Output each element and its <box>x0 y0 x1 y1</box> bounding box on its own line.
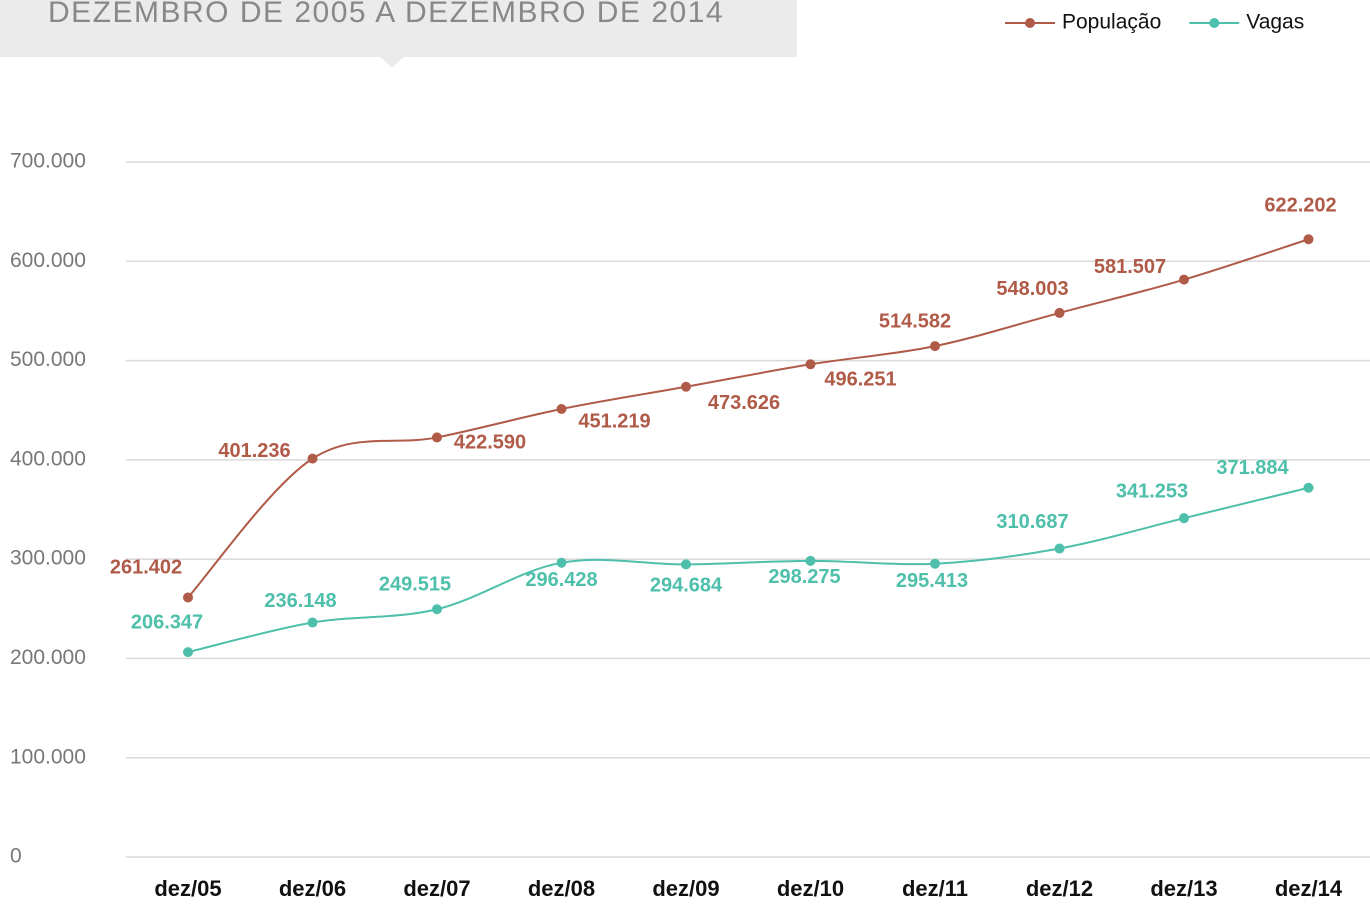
data-label: 294.684 <box>650 575 723 597</box>
data-label: 206.347 <box>131 611 203 633</box>
point <box>556 404 567 415</box>
point <box>1054 543 1065 554</box>
data-label: 249.515 <box>379 574 451 596</box>
series-line <box>187 486 1309 654</box>
x-tick-label: dez/09 <box>652 876 719 901</box>
data-label: 622.202 <box>1264 195 1336 217</box>
data-label: 451.219 <box>578 410 650 432</box>
y-tick-label: 600.000 <box>10 249 86 272</box>
legend-label: Vagas <box>1246 11 1304 34</box>
point <box>1179 513 1189 524</box>
x-tick-label: dez/12 <box>1026 876 1093 901</box>
chart-title: DEZEMBRO DE 2005 A DEZEMBRO DE 2014 <box>48 0 724 29</box>
x-tick-label: dez/08 <box>528 876 595 901</box>
x-tick-label: dez/06 <box>279 876 346 901</box>
point <box>432 604 442 615</box>
x-tick-label: dez/13 <box>1150 876 1217 901</box>
series-line <box>187 238 1309 599</box>
point <box>1303 234 1314 245</box>
point <box>432 432 442 443</box>
point <box>1303 482 1314 493</box>
point <box>1054 307 1065 318</box>
data-label: 295.413 <box>896 570 968 592</box>
data-label: 581.507 <box>1094 256 1166 278</box>
legend-marker <box>1209 18 1220 28</box>
point <box>681 381 691 392</box>
x-tick-label: dez/05 <box>154 876 221 901</box>
data-label: 548.003 <box>996 278 1068 300</box>
x-tick-label: dez/11 <box>902 876 968 901</box>
legend-label: População <box>1062 11 1161 34</box>
point <box>183 592 193 603</box>
point <box>805 359 816 370</box>
title-pointer <box>380 57 404 68</box>
y-tick-label: 100.000 <box>10 745 86 768</box>
data-label: 236.148 <box>264 590 336 612</box>
point <box>681 559 691 570</box>
point <box>183 647 193 658</box>
y-tick-label: 400.000 <box>10 447 86 470</box>
data-label: 310.687 <box>996 511 1068 533</box>
data-label: 496.251 <box>824 369 896 391</box>
point <box>307 617 318 628</box>
title-box <box>0 0 797 57</box>
point <box>307 453 318 464</box>
y-tick-label: 200.000 <box>10 646 86 669</box>
data-label: 296.428 <box>525 569 597 591</box>
point <box>556 557 567 568</box>
data-label: 371.884 <box>1216 457 1289 479</box>
point <box>930 558 940 569</box>
data-label: 473.626 <box>708 392 780 414</box>
y-tick-label: 300.000 <box>10 547 86 570</box>
y-tick-label: 700.000 <box>10 150 86 173</box>
point <box>1179 274 1189 285</box>
legend-marker <box>1025 18 1035 28</box>
point <box>930 341 940 352</box>
data-label: 261.402 <box>110 557 182 579</box>
data-label: 298.275 <box>768 566 840 588</box>
data-label: 401.236 <box>218 440 290 462</box>
x-tick-label: dez/07 <box>403 876 470 901</box>
x-tick-label: dez/10 <box>777 876 844 901</box>
point <box>805 555 816 566</box>
y-tick-label: 0 <box>10 845 22 868</box>
x-tick-label: dez/14 <box>1275 876 1343 901</box>
data-label: 341.253 <box>1116 480 1188 502</box>
y-tick-label: 500.000 <box>10 348 86 371</box>
data-label: 422.590 <box>454 432 526 454</box>
data-label: 514.582 <box>879 310 951 332</box>
